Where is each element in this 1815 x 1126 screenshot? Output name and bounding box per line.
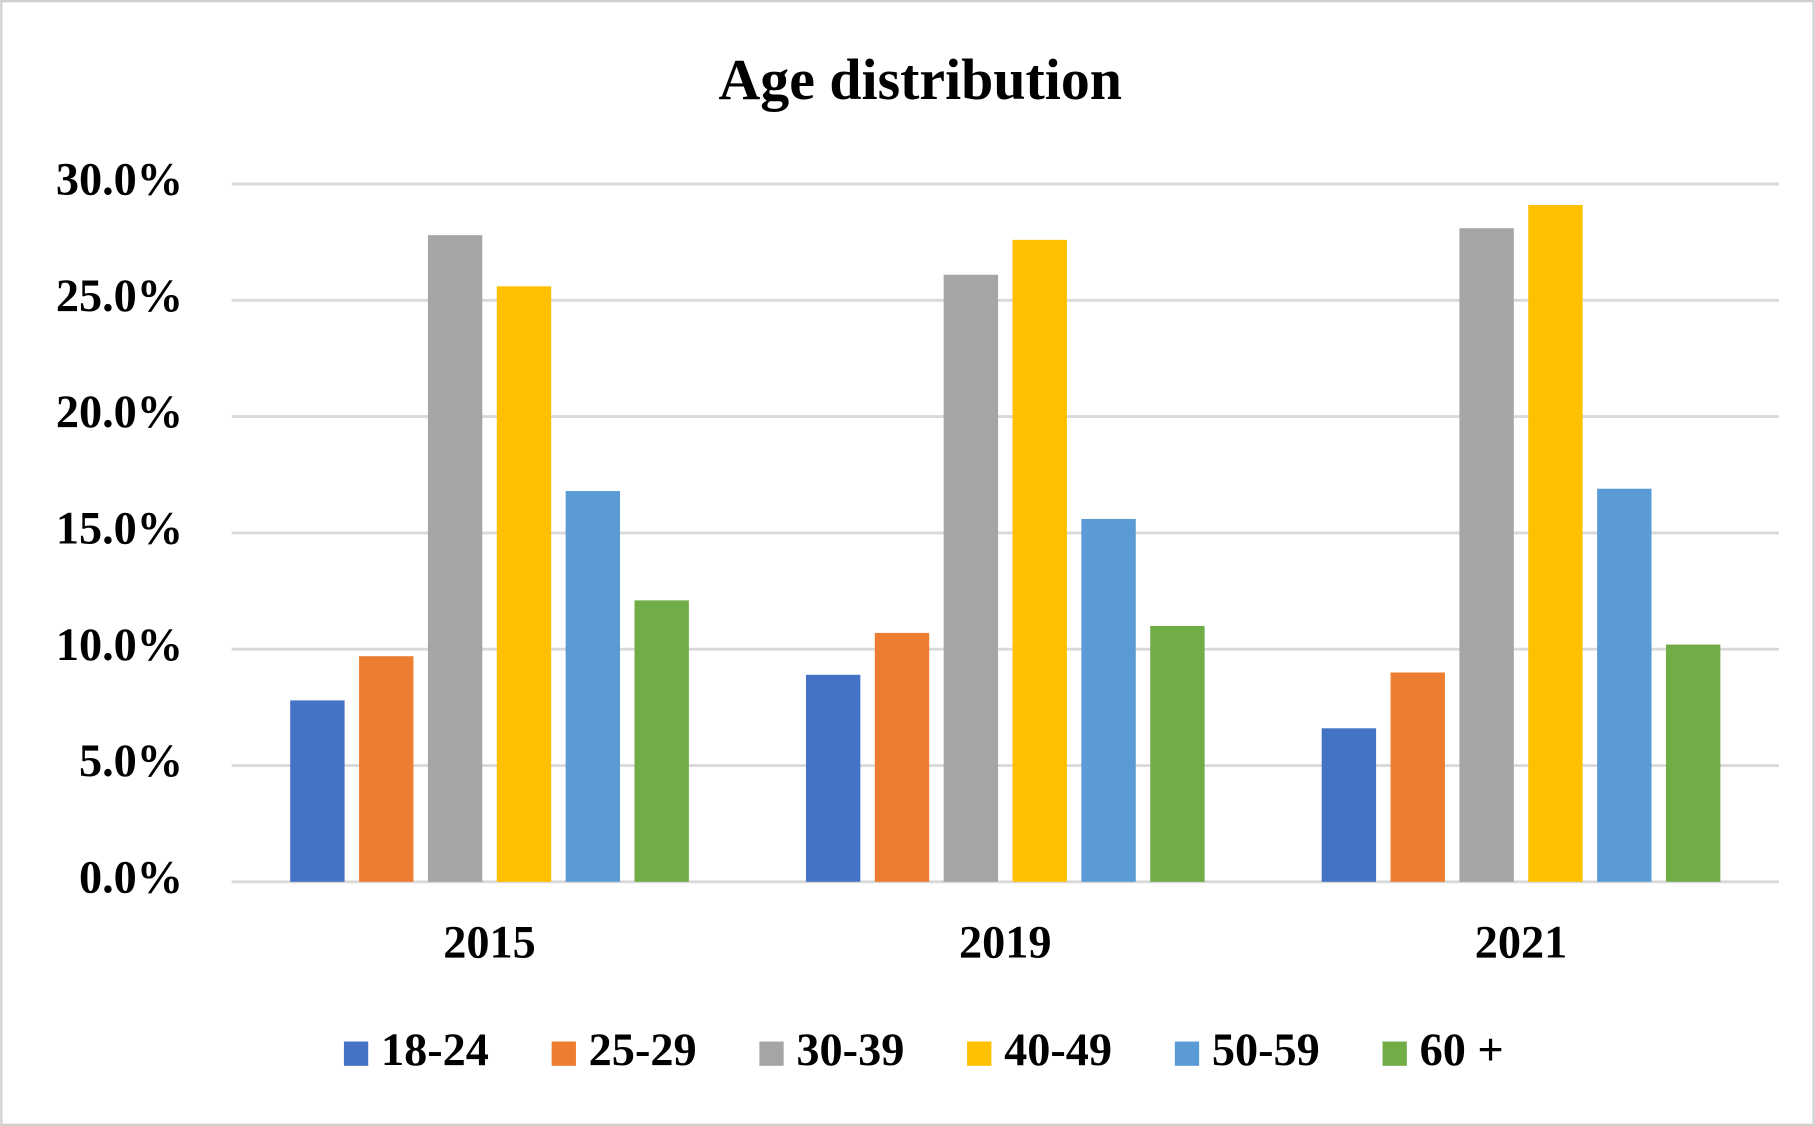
y-tick-label: 15.0%: [56, 504, 183, 555]
legend-swatch: [759, 1041, 784, 1066]
bar: [427, 235, 483, 882]
bar: [496, 286, 552, 882]
legend-label: 30-39: [796, 1025, 904, 1076]
bar: [359, 656, 414, 882]
bar: [290, 700, 345, 882]
x-tick-label: 2019: [959, 917, 1052, 968]
bar: [1597, 488, 1652, 882]
legend-label: 25-29: [589, 1025, 697, 1076]
bar: [1459, 228, 1514, 882]
legend-swatch: [1174, 1041, 1200, 1066]
bar: [565, 491, 621, 882]
bar: [874, 632, 930, 882]
x-tick-label: 2021: [1475, 917, 1568, 968]
x-tick-label: 2015: [443, 917, 536, 968]
bar: [1528, 204, 1583, 882]
bar: [943, 274, 999, 882]
legend-swatch: [343, 1041, 369, 1066]
legend-label: 50-59: [1212, 1025, 1320, 1076]
bar: [805, 674, 861, 882]
y-tick-label: 5.0%: [79, 736, 183, 787]
chart-title: Age distribution: [718, 47, 1121, 112]
bar: [1150, 625, 1205, 882]
legend-label: 40-49: [1004, 1025, 1112, 1076]
bar: [1081, 518, 1136, 882]
bar: [634, 600, 689, 882]
y-tick-label: 0.0%: [79, 852, 183, 903]
legend-swatch: [967, 1041, 992, 1066]
bar: [1390, 672, 1445, 882]
bar: [1321, 728, 1377, 882]
legend-swatch: [551, 1041, 576, 1066]
bar: [1665, 644, 1721, 882]
y-tick-label: 10.0%: [56, 620, 183, 671]
y-tick-label: 20.0%: [56, 387, 183, 438]
legend-label: 18-24: [381, 1025, 489, 1076]
y-tick-label: 25.0%: [56, 271, 183, 322]
bar: [1012, 239, 1067, 882]
legend-label: 60 +: [1420, 1025, 1504, 1076]
y-tick-label: 30.0%: [56, 155, 183, 206]
legend-swatch: [1382, 1041, 1407, 1066]
